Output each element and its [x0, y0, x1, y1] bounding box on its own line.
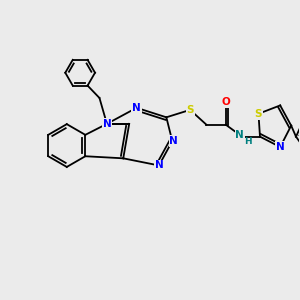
- Text: S: S: [255, 109, 262, 119]
- Text: N: N: [132, 103, 141, 113]
- Text: N: N: [236, 130, 244, 140]
- Text: N: N: [169, 136, 178, 146]
- Text: N: N: [276, 142, 285, 152]
- Text: N: N: [154, 160, 163, 170]
- Text: N: N: [103, 119, 111, 129]
- Text: S: S: [186, 105, 194, 115]
- Text: H: H: [244, 137, 251, 146]
- Text: O: O: [221, 98, 230, 107]
